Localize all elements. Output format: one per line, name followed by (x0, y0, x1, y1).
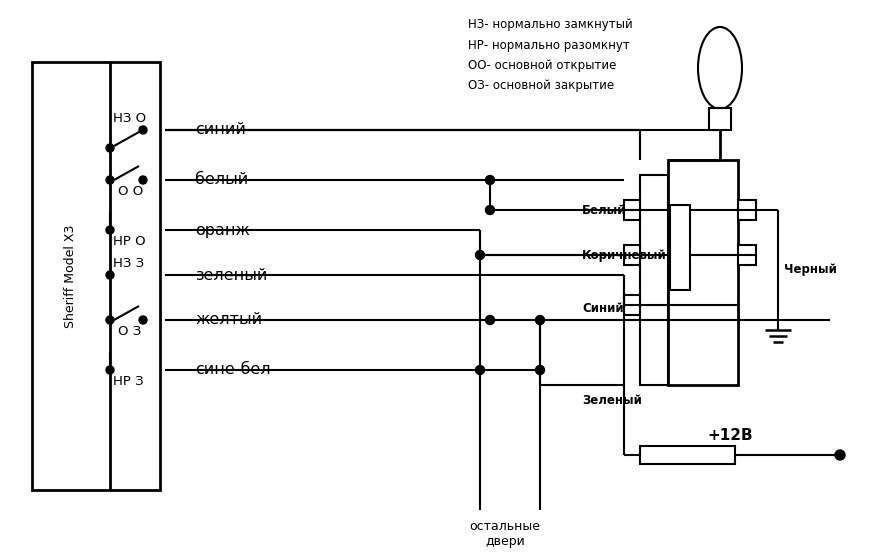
Text: Черный: Черный (784, 263, 837, 277)
Circle shape (485, 315, 494, 325)
Circle shape (106, 176, 114, 184)
Bar (624, 200, 640, 220)
Circle shape (106, 316, 114, 324)
Bar (640, 175, 668, 385)
Text: желтый: желтый (195, 312, 263, 328)
Text: НР З: НР З (113, 375, 143, 388)
Text: +12В: +12В (707, 428, 753, 443)
Text: О О: О О (118, 185, 143, 198)
Text: Белый: Белый (582, 204, 627, 217)
Text: синий: синий (195, 123, 246, 137)
Bar (668, 160, 738, 385)
Circle shape (536, 365, 545, 374)
Bar (624, 245, 640, 265)
Text: белый: белый (195, 172, 248, 187)
Text: О З: О З (118, 325, 141, 338)
Bar (670, 205, 690, 290)
Circle shape (139, 126, 147, 134)
Ellipse shape (698, 27, 742, 109)
Text: Sheriff Model X3: Sheriff Model X3 (65, 224, 78, 328)
Bar (624, 295, 640, 315)
Circle shape (106, 271, 114, 279)
Text: оранж: оранж (195, 223, 250, 238)
Circle shape (139, 176, 147, 184)
Circle shape (139, 316, 147, 324)
Text: сине-бел: сине-бел (195, 363, 271, 378)
Bar (709, 108, 731, 130)
Circle shape (476, 251, 484, 259)
Text: остальные
двери: остальные двери (469, 520, 540, 548)
Bar (738, 200, 756, 220)
Text: Зеленый: Зеленый (582, 393, 642, 406)
Text: Синий: Синий (582, 301, 623, 315)
Text: НЗ О: НЗ О (113, 112, 146, 125)
Circle shape (476, 365, 484, 374)
Circle shape (485, 176, 494, 185)
Circle shape (536, 315, 545, 325)
Text: Коричневый: Коричневый (582, 249, 667, 262)
Text: НЗ- нормально замкнутый
НР- нормально разомкнут
ОО- основной открытие
ОЗ- основн: НЗ- нормально замкнутый НР- нормально ра… (468, 18, 633, 93)
Text: НЗ З: НЗ З (113, 257, 144, 270)
Bar (640, 446, 735, 464)
Bar (738, 245, 756, 265)
Circle shape (106, 366, 114, 374)
Circle shape (106, 144, 114, 152)
Circle shape (835, 450, 845, 460)
Bar (32, 62, 160, 490)
Circle shape (106, 226, 114, 234)
Text: зеленый: зеленый (195, 267, 267, 282)
Text: НР О: НР О (113, 235, 146, 248)
Circle shape (485, 205, 494, 214)
